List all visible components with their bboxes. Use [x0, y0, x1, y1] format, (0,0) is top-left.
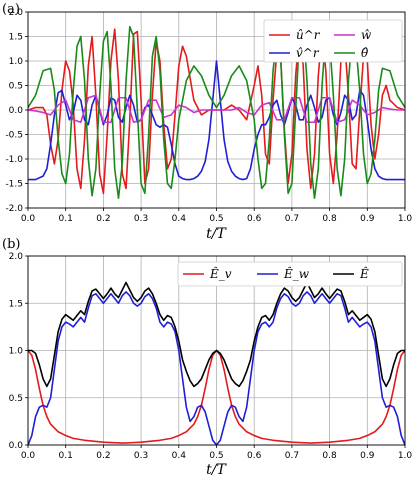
panel-a-ytick-label-2: -1.0 [5, 155, 23, 165]
panel-a-xtick-label-1: 0.1 [59, 214, 73, 224]
panel-a-series [27, 25, 406, 199]
legend-b-label-0: Ê_v [209, 266, 232, 281]
panel-a-ytick-label-7: 1.5 [9, 33, 23, 43]
panel-b-ticks: 0.0 0.1 0.2 0.3 0.4 0.5 0.6 0.7 0.8 0.9 1.0 0.0 0.5 1… [9, 252, 413, 461]
panel-a-label: (a) [2, 2, 20, 17]
panel-a-ytick-label-0: -2.0 [5, 204, 23, 214]
panel-b-ytick-label-3: 1.5 [9, 299, 23, 309]
panel-a-xtick-label-7: 0.7 [285, 214, 299, 224]
panel-a-legend-box [263, 19, 403, 63]
panel-a: 0.0 0.1 0.2 0.3 0.4 0.5 0.6 0.7 0.8 0.9 1.0 -2.0 -1.… [2, 2, 412, 242]
panel-a-xtick-label-8: 0.8 [322, 214, 337, 224]
panel-a-ticks: 0.0 0.1 0.2 0.3 0.4 0.5 0.6 0.7 0.8 0.9 1.0 -2.0 -1.… [5, 8, 412, 224]
panel-b-xtick-label-1: 0.1 [59, 451, 73, 461]
legend-a-label-0: û^r [296, 28, 321, 42]
panel-b-ytick-label-2: 1.0 [9, 347, 24, 357]
panel-b-ytick-label-0: 0.0 [9, 441, 24, 451]
panel-a-ytick-label-1: -1.5 [5, 180, 23, 190]
panel-b-legend-box [177, 261, 403, 287]
panel-b-xtick-label-5: 0.5 [209, 451, 223, 461]
panel-b-xtick-label-2: 0.2 [96, 451, 110, 461]
panel-b-legend: Ê_v Ê_w Ê [177, 261, 403, 287]
panel-b-xtick-label-9: 0.9 [360, 451, 375, 461]
panel-b-xtick-label-8: 0.8 [322, 451, 337, 461]
panel-b-xtick-label-4: 0.4 [172, 451, 187, 461]
panel-a-xtick-label-6: 0.6 [247, 214, 262, 224]
panel-a-series-line-3 [27, 25, 406, 199]
panel-b-xtick-label-3: 0.3 [134, 451, 148, 461]
panel-a-ytick-label-6: 1.0 [9, 57, 24, 67]
panel-b: 0.0 0.1 0.2 0.3 0.4 0.5 0.6 0.7 0.8 0.9 1.0 0.0 0.5 1… [2, 237, 412, 478]
panel-a-ytick-label-8: 2.0 [9, 8, 24, 18]
panel-a-legend: û^r v̂^r ŵ θ̂ [263, 19, 403, 63]
panel-b-xtick-label-0: 0.0 [21, 451, 36, 461]
panel-b-xtick-label-6: 0.6 [247, 451, 262, 461]
panel-a-xtick-label-3: 0.3 [134, 214, 148, 224]
panel-b-ytick-label-4: 2.0 [9, 252, 24, 262]
panel-b-series-line-2 [28, 281, 405, 388]
panel-b-xtick-label-7: 0.7 [285, 451, 299, 461]
panel-b-ytick-label-1: 0.5 [9, 394, 23, 404]
panel-a-series-line-2 [27, 94, 405, 124]
panel-a-xtick-label-5: 0.5 [209, 214, 223, 224]
panel-a-xtick-label-10: 1.0 [398, 214, 413, 224]
panel-a-xtick-label-9: 0.9 [360, 214, 375, 224]
panel-b-xlabel: t/T [206, 462, 227, 478]
panel-a-ytick-label-5: 0.5 [9, 82, 23, 92]
panel-a-ytick-label-3: -0.5 [5, 131, 23, 141]
legend-a-label-3: θ̂ [361, 46, 369, 60]
panel-a-xtick-label-0: 0.0 [21, 214, 36, 224]
panel-a-xlabel: t/T [206, 226, 227, 242]
legend-a-label-1: v̂^r [296, 46, 320, 60]
panel-a-ytick-label-4: 0.0 [9, 106, 24, 116]
legend-b-label-2: Ê [359, 266, 369, 281]
panel-a-xtick-label-4: 0.4 [172, 214, 187, 224]
panel-a-xtick-label-2: 0.2 [96, 214, 110, 224]
panel-b-xtick-label-10: 1.0 [398, 451, 413, 461]
legend-a-label-2: ŵ [361, 28, 372, 42]
legend-b-label-1: Ê_w [283, 266, 310, 281]
panel-b-label: (b) [2, 237, 20, 252]
